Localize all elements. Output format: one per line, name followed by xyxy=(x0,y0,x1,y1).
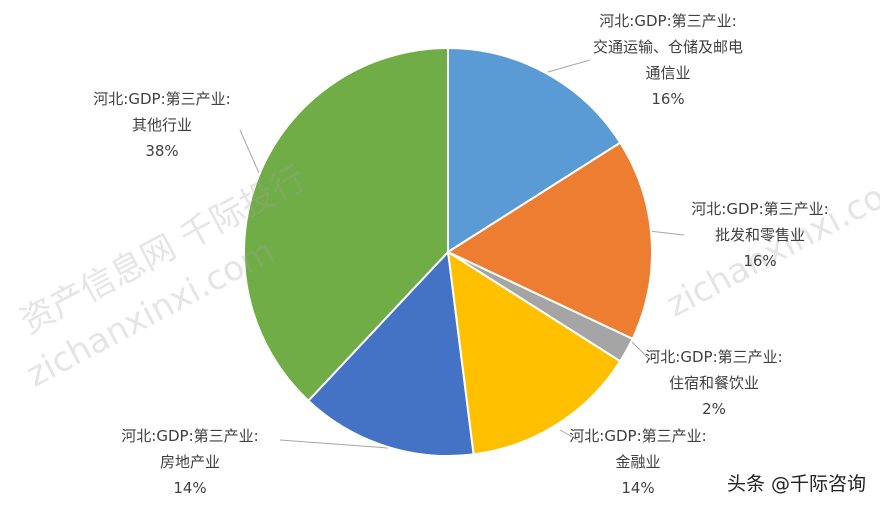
category-label: 河北:GDP:第三产业:交通运输、仓储及邮电通信业 xyxy=(593,12,744,82)
value-label: 2% xyxy=(702,400,726,418)
pie-slice xyxy=(242,46,449,403)
slice-label: 河北:GDP:第三产业:住宿和餐饮业 2% xyxy=(639,344,789,422)
slice-label: 河北:GDP:第三产业:房地产业 14% xyxy=(115,423,265,501)
leader-line xyxy=(279,439,389,449)
leader-line xyxy=(559,429,579,441)
slice-label: 河北:GDP:第三产业:金融业 14% xyxy=(563,423,713,501)
pie-slice xyxy=(446,250,622,456)
pie-slice xyxy=(306,249,475,457)
value-label: 16% xyxy=(651,90,685,108)
category-label: 河北:GDP:第三产业:其他行业 xyxy=(93,90,231,134)
credit: 头条 @千际咨询 xyxy=(726,473,866,495)
pie-slice xyxy=(445,141,653,341)
category-label: 河北:GDP:第三产业:房地产业 xyxy=(121,427,259,471)
value-label: 14% xyxy=(173,479,207,497)
category-label: 河北:GDP:第三产业:住宿和餐饮业 xyxy=(645,348,783,392)
leader-line xyxy=(629,339,651,361)
category-label: 河北:GDP:第三产业:金融业 xyxy=(569,427,707,471)
leader-line xyxy=(547,59,591,73)
value-label: 38% xyxy=(145,142,179,160)
value-label: 14% xyxy=(621,479,655,497)
slice-label: 河北:GDP:第三产业:其他行业 38% xyxy=(87,86,237,164)
value-label: 16% xyxy=(743,252,777,270)
slice-label: 河北:GDP:第三产业:批发和零售业 16% xyxy=(685,196,835,274)
leader-line xyxy=(239,129,263,181)
slice-label: 河北:GDP:第三产业:交通运输、仓储及邮电通信业 16% xyxy=(593,8,743,112)
pie-slice xyxy=(447,46,622,254)
category-label: 河北:GDP:第三产业:批发和零售业 xyxy=(691,200,829,244)
